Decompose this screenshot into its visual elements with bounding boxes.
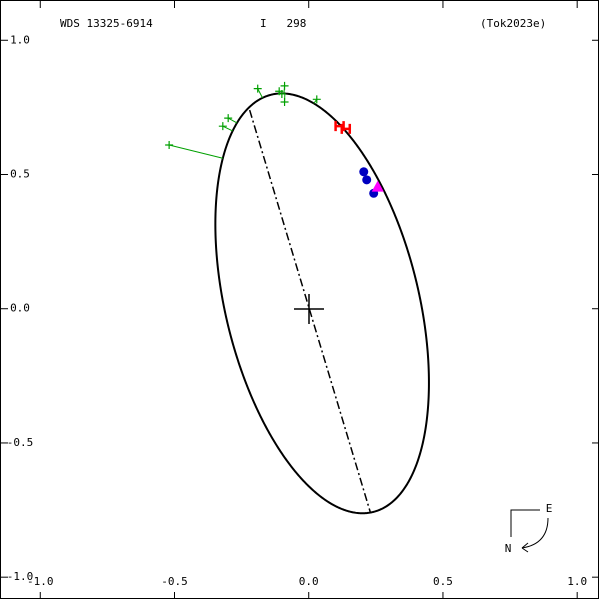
- residual-line: [257, 88, 263, 99]
- observation-triangle: [371, 180, 384, 192]
- primary-star: [294, 294, 324, 324]
- observation-dot: [362, 175, 372, 185]
- y-tick-label: 0.0: [10, 302, 30, 315]
- y-tick-label: 1.0: [10, 33, 30, 46]
- observation-plus: [253, 84, 262, 93]
- x-tick-label: -0.5: [161, 575, 188, 588]
- y-tick-label: -0.5: [7, 436, 34, 449]
- chart-title: WDS 13325-6914: [60, 17, 153, 30]
- compass-arrow: [521, 517, 549, 549]
- compass-label: E: [546, 502, 553, 515]
- residual-line: [169, 144, 223, 159]
- x-tick-label: 0.5: [433, 575, 453, 588]
- chart-title: (Tok2023e): [480, 17, 546, 30]
- node-line: [248, 109, 372, 513]
- compass: E N: [505, 502, 553, 555]
- chart-title: I 298: [260, 17, 306, 30]
- observation-h: [340, 123, 352, 134]
- y-tick-label: 0.5: [10, 167, 30, 180]
- compass-axes: [510, 509, 540, 537]
- x-tick-label: 0.0: [299, 575, 319, 588]
- observation-plus: [312, 95, 321, 104]
- compass-label: N: [505, 542, 512, 555]
- observation-plus: [280, 98, 289, 107]
- y-tick-label: -1.0: [7, 570, 34, 583]
- residual-line: [222, 125, 233, 132]
- observation-dot: [359, 167, 369, 177]
- observation-plus: [165, 140, 174, 149]
- orbit-ellipse: [214, 92, 430, 515]
- x-tick-label: -1.0: [27, 575, 54, 588]
- x-tick-label: 1.0: [567, 575, 587, 588]
- observation-plus: [218, 122, 227, 131]
- observation-plus: [224, 114, 233, 123]
- observation-plus: [280, 81, 289, 90]
- compass-arrowhead: [521, 542, 529, 553]
- residual-line: [227, 117, 238, 124]
